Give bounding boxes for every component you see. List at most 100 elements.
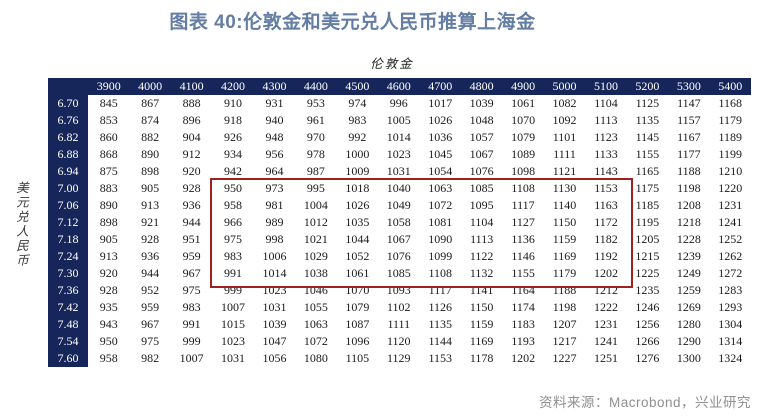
value-cell: 1035 — [336, 214, 379, 231]
value-cell: 966 — [212, 214, 254, 231]
column-header: 4000 — [129, 78, 171, 95]
value-cell: 1125 — [626, 95, 669, 112]
value-cell: 950 — [212, 180, 254, 197]
value-cell: 1096 — [336, 333, 379, 350]
value-cell: 1155 — [626, 146, 669, 163]
value-cell: 926 — [212, 129, 254, 146]
value-cell: 959 — [129, 299, 171, 316]
value-cell: 943 — [88, 316, 130, 333]
price-matrix-table: 3900 4000 4100 4200 4300 4400 4500 4600 4700 4800… — [48, 78, 751, 367]
value-cell: 1113 — [585, 112, 627, 129]
table-row: 7.12 898 921 944 966 989 1012 1035 1058 1081 1104 1… — [48, 214, 751, 231]
row-header: 7.06 — [48, 197, 88, 214]
table-row: 7.18 905 928 951 975 998 1021 1044 1067 1090 1113 1… — [48, 231, 751, 248]
column-header: 4200 — [212, 78, 254, 95]
row-header: 6.82 — [48, 129, 88, 146]
value-cell: 1006 — [253, 248, 296, 265]
value-cell: 1120 — [378, 333, 420, 350]
table-row: 7.00 883 905 928 950 973 995 1018 1040 1063 1085 11… — [48, 180, 751, 197]
value-cell: 1046 — [295, 282, 337, 299]
value-cell: 1102 — [378, 299, 420, 316]
value-cell: 982 — [129, 350, 171, 367]
value-cell: 967 — [129, 316, 171, 333]
value-cell: 913 — [88, 248, 130, 265]
value-cell: 948 — [253, 129, 296, 146]
value-cell: 944 — [129, 265, 171, 282]
value-cell: 1290 — [668, 333, 710, 350]
value-cell: 944 — [170, 214, 213, 231]
value-cell: 1087 — [336, 316, 379, 333]
table-row: 7.30 920 944 967 991 1014 1038 1061 1085 1108 1132… — [48, 265, 751, 282]
value-cell: 874 — [129, 112, 171, 129]
value-cell: 1150 — [543, 214, 586, 231]
table-row: 7.06 890 913 936 958 981 1004 1026 1049 1072 1095 1… — [48, 197, 751, 214]
table-row: 7.48 943 967 991 1015 1039 1063 1087 1111 1135 115… — [48, 316, 751, 333]
value-cell: 1092 — [543, 112, 586, 129]
value-cell: 1227 — [543, 350, 586, 367]
value-cell: 936 — [129, 248, 171, 265]
row-header: 7.24 — [48, 248, 88, 265]
column-header: 4600 — [378, 78, 420, 95]
value-cell: 1023 — [212, 333, 254, 350]
value-cell: 1252 — [709, 231, 751, 248]
column-header: 4700 — [419, 78, 461, 95]
row-header: 7.00 — [48, 180, 88, 197]
value-cell: 983 — [212, 248, 254, 265]
value-cell: 1081 — [419, 214, 461, 231]
row-header: 7.60 — [48, 350, 88, 367]
value-cell: 1039 — [253, 316, 296, 333]
value-cell: 1228 — [668, 231, 710, 248]
value-cell: 1007 — [212, 299, 254, 316]
value-cell: 978 — [295, 146, 337, 163]
value-cell: 868 — [88, 146, 130, 163]
value-cell: 1141 — [460, 282, 503, 299]
value-cell: 1093 — [378, 282, 420, 299]
value-cell: 1159 — [543, 231, 586, 248]
value-cell: 1147 — [668, 95, 710, 112]
value-cell: 1215 — [626, 248, 669, 265]
value-cell: 1210 — [709, 163, 751, 180]
value-cell: 992 — [336, 129, 379, 146]
value-cell: 1076 — [378, 248, 420, 265]
value-cell: 1249 — [668, 265, 710, 282]
value-cell: 1177 — [668, 146, 710, 163]
value-cell: 1246 — [626, 299, 669, 316]
value-cell: 1140 — [543, 197, 586, 214]
value-cell: 1101 — [543, 129, 586, 146]
value-cell: 936 — [170, 197, 213, 214]
value-cell: 905 — [88, 231, 130, 248]
value-cell: 1079 — [336, 299, 379, 316]
value-cell: 1193 — [502, 333, 544, 350]
row-header: 7.48 — [48, 316, 88, 333]
value-cell: 1040 — [378, 180, 420, 197]
value-cell: 1157 — [668, 112, 710, 129]
value-cell: 860 — [88, 129, 130, 146]
value-cell: 1004 — [295, 197, 337, 214]
value-cell: 1127 — [502, 214, 544, 231]
table-row: 7.54 950 975 999 1023 1047 1072 1096 1120 1144 116… — [48, 333, 751, 350]
value-cell: 1135 — [419, 316, 461, 333]
value-cell: 1169 — [543, 248, 586, 265]
row-header: 7.54 — [48, 333, 88, 350]
value-cell: 991 — [212, 265, 254, 282]
value-cell: 989 — [253, 214, 296, 231]
value-cell: 1063 — [419, 180, 461, 197]
value-cell: 1108 — [419, 265, 461, 282]
value-cell: 1266 — [626, 333, 669, 350]
value-cell: 1136 — [502, 231, 544, 248]
value-cell: 991 — [170, 316, 213, 333]
value-cell: 1095 — [460, 197, 503, 214]
value-cell: 1225 — [626, 265, 669, 282]
value-cell: 1174 — [502, 299, 544, 316]
value-cell: 1085 — [378, 265, 420, 282]
value-cell: 882 — [129, 129, 171, 146]
value-cell: 981 — [253, 197, 296, 214]
value-cell: 995 — [295, 180, 337, 197]
value-cell: 1168 — [709, 95, 751, 112]
value-cell: 1153 — [419, 350, 461, 367]
value-cell: 1276 — [626, 350, 669, 367]
value-cell: 1199 — [709, 146, 751, 163]
value-cell: 1269 — [668, 299, 710, 316]
value-cell: 1202 — [502, 350, 544, 367]
value-cell: 1099 — [419, 248, 461, 265]
